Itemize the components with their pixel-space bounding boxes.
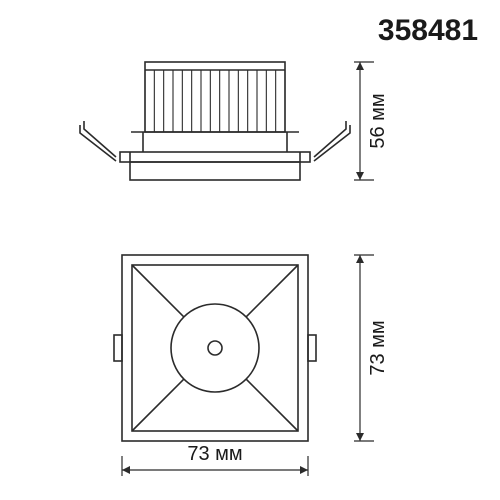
dimension-label: 73 мм (367, 320, 389, 375)
dimension-label: 73 мм (187, 443, 242, 465)
dimension-label: 56 мм (367, 93, 389, 148)
dimension-vertical: 56 мм (354, 62, 389, 180)
side-view (80, 62, 350, 180)
dimension-vertical: 73 мм (354, 255, 389, 441)
product-code: 358481 (378, 14, 478, 47)
technical-drawing: 358481 56 мм 73 мм 73 мм (0, 0, 500, 500)
bottom-view (114, 255, 316, 441)
dimension-horizontal: 73 мм (122, 443, 308, 476)
